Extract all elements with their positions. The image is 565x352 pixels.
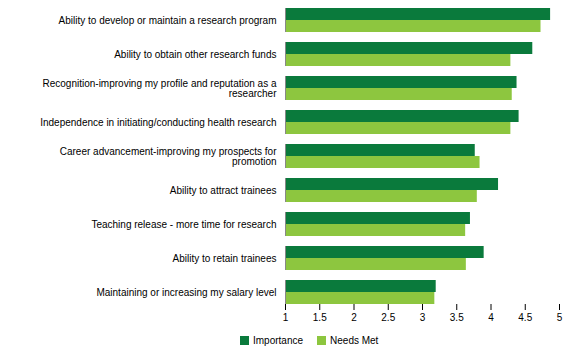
svg-text:Maintaining or increasing my s: Maintaining or increasing my salary leve… [96, 287, 276, 298]
svg-text:4.5: 4.5 [518, 312, 532, 323]
svg-text:2.5: 2.5 [381, 312, 395, 323]
svg-text:Recognition-improving my profi: Recognition-improving my profile and rep… [42, 78, 277, 99]
svg-text:Independence in initiating/con: Independence in initiating/conducting he… [40, 117, 276, 128]
svg-text:2: 2 [351, 312, 357, 323]
svg-text:1.5: 1.5 [313, 312, 327, 323]
svg-text:3.5: 3.5 [450, 312, 464, 323]
svg-text:Ability to develop or maintain: Ability to develop or maintain a researc… [59, 15, 277, 26]
html-text:Needs Met: Needs Met [330, 334, 379, 346]
svg-text:Ability to attract trainees: Ability to attract trainees [170, 185, 277, 196]
svg-text:Ability to retain trainees: Ability to retain trainees [173, 253, 277, 264]
svg-text:1: 1 [283, 312, 289, 323]
svg-text:Ability to obtain other resear: Ability to obtain other research funds [114, 49, 276, 60]
svg-text:5: 5 [557, 312, 563, 323]
svg-text:3: 3 [420, 312, 426, 323]
svg-text:Career advancement-improving m: Career advancement-improving my prospect… [60, 146, 277, 167]
svg-text:4: 4 [488, 312, 494, 323]
svg-text:Teaching release - more time f: Teaching release - more time for researc… [91, 219, 276, 230]
html-text:Importance: Importance [253, 334, 303, 346]
